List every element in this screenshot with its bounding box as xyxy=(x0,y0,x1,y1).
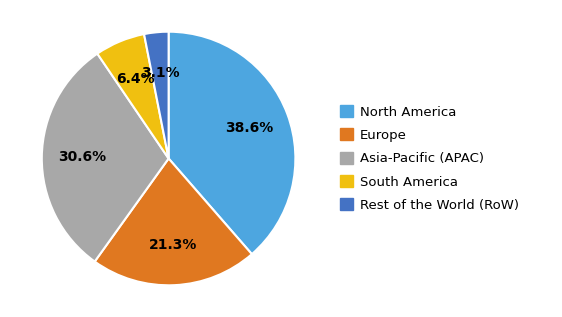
Text: 6.4%: 6.4% xyxy=(116,72,155,86)
Wedge shape xyxy=(95,158,252,285)
Text: 38.6%: 38.6% xyxy=(225,121,274,135)
Legend: North America, Europe, Asia-Pacific (APAC), South America, Rest of the World (Ro: North America, Europe, Asia-Pacific (APA… xyxy=(340,105,519,212)
Text: 21.3%: 21.3% xyxy=(148,238,197,252)
Wedge shape xyxy=(42,54,169,262)
Wedge shape xyxy=(169,32,296,254)
Text: 30.6%: 30.6% xyxy=(58,151,106,165)
Wedge shape xyxy=(144,32,169,158)
Wedge shape xyxy=(97,34,169,158)
Text: 3.1%: 3.1% xyxy=(141,66,179,80)
